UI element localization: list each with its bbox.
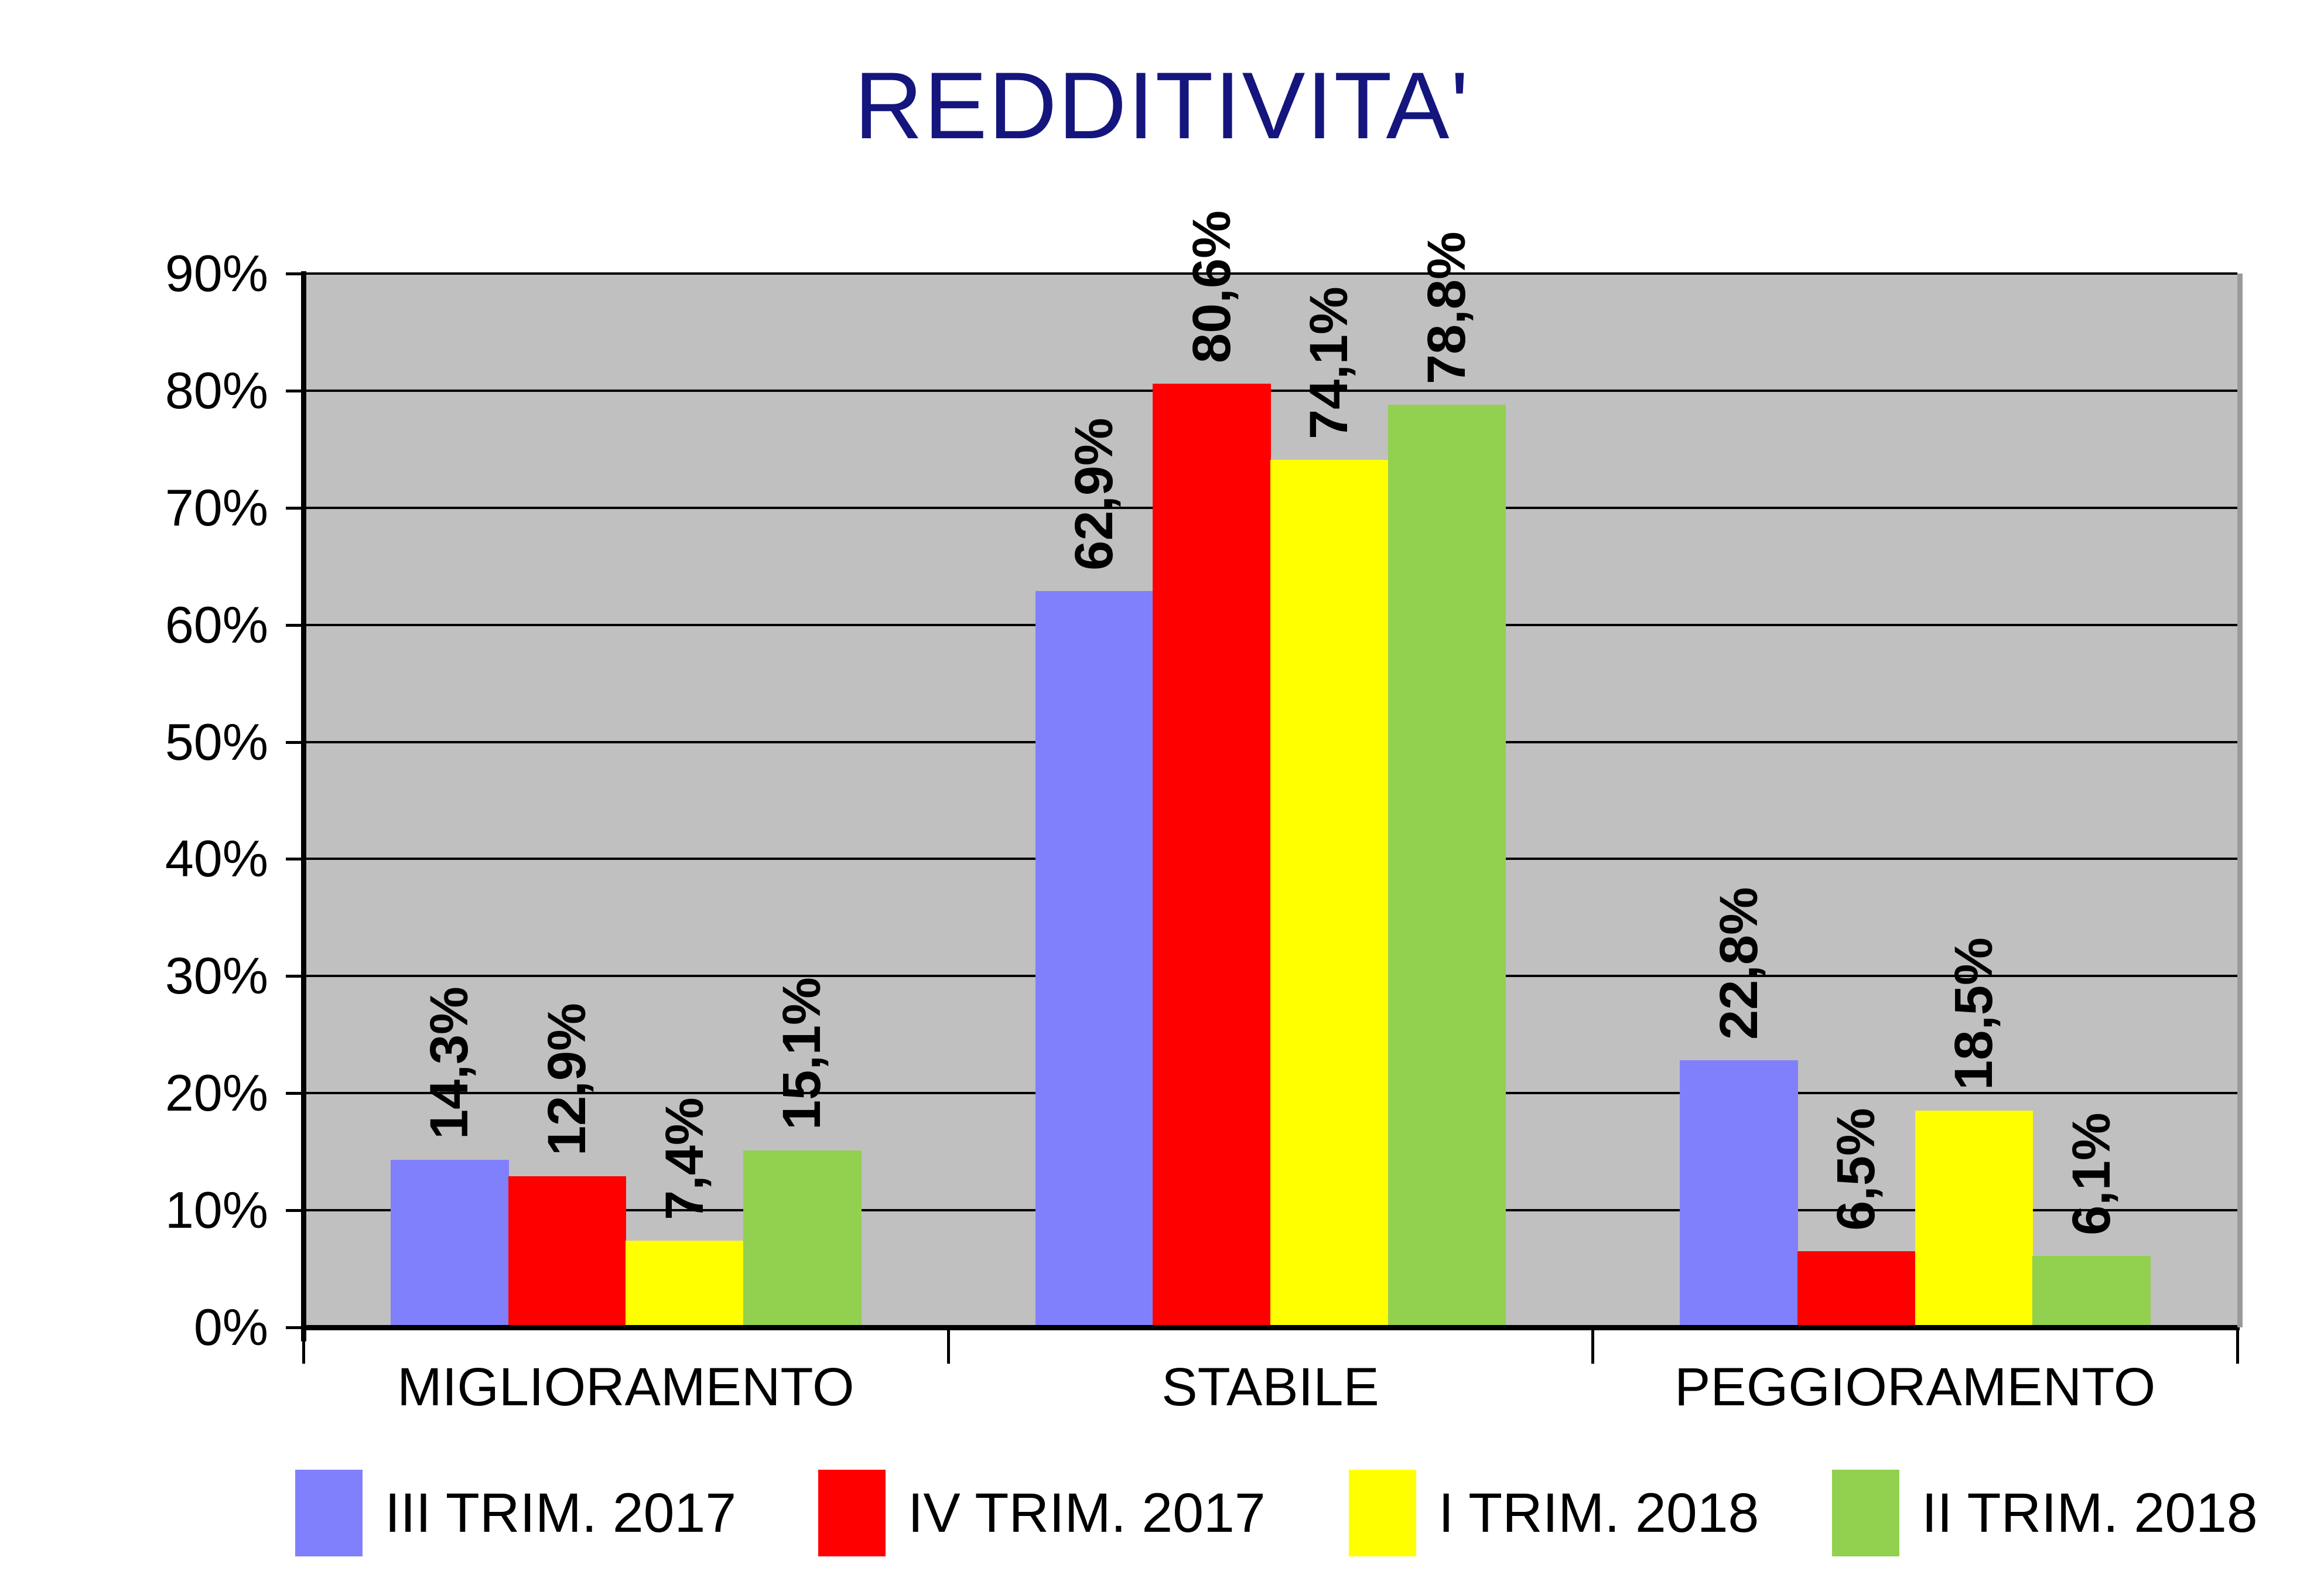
bar-value-label: 78,8% xyxy=(1417,231,1477,384)
x-axis-line xyxy=(301,1325,2240,1330)
bar-series1-miglioramento xyxy=(391,1160,509,1327)
y-axis-tick xyxy=(286,1209,303,1213)
legend-item: I TRIM. 2018 xyxy=(1349,1469,1759,1557)
category-label-peggioramento: PEGGIORAMENTO xyxy=(1674,1357,2156,1417)
bar-value-label: 15,1% xyxy=(772,977,832,1131)
chart-title: REDDITIVITA' xyxy=(854,53,1470,159)
x-axis-tick xyxy=(302,1327,305,1364)
bar-series4-stabile xyxy=(1387,404,1506,1327)
bar-value-label: 12,9% xyxy=(537,1003,597,1156)
bar-series1-stabile xyxy=(1035,590,1154,1327)
category-label-miglioramento: MIGLIORAMENTO xyxy=(397,1357,855,1417)
bar-value-label: 14,3% xyxy=(419,986,480,1140)
bar-value-label: 80,6% xyxy=(1181,210,1242,363)
y-axis-tick-label: 70% xyxy=(165,478,268,537)
y-axis-tick-label: 40% xyxy=(165,829,268,888)
bar-series3-miglioramento xyxy=(626,1241,744,1327)
bar-value-label: 6,5% xyxy=(1826,1108,1886,1231)
bar-series3-peggioramento xyxy=(1915,1111,2034,1327)
y-axis-tick xyxy=(286,740,303,744)
bar-series2-peggioramento xyxy=(1797,1251,1916,1327)
y-axis-tick-label: 20% xyxy=(165,1064,268,1122)
y-axis-tick xyxy=(286,506,303,510)
y-axis-tick-label: 50% xyxy=(165,712,268,771)
y-axis-tick-label: 30% xyxy=(165,947,268,1005)
y-axis-tick-label: 10% xyxy=(165,1181,268,1239)
bar-series2-miglioramento xyxy=(508,1176,627,1327)
bar-value-label: 62,9% xyxy=(1064,417,1124,571)
y-axis-tick-label: 0% xyxy=(193,1298,268,1356)
bar-series1-peggioramento xyxy=(1680,1060,1798,1327)
bar-series2-stabile xyxy=(1153,383,1271,1327)
bar-value-label: 7,4% xyxy=(654,1097,715,1221)
legend-label-series1: III TRIM. 2017 xyxy=(385,1481,737,1544)
category-label-stabile: STABILE xyxy=(1161,1357,1379,1417)
bar-value-label: 22,8% xyxy=(1708,887,1769,1040)
bar-series4-peggioramento xyxy=(2032,1256,2151,1327)
y-axis-tick-label: 80% xyxy=(165,361,268,419)
bar-value-label: 18,5% xyxy=(1944,937,2004,1091)
legend-swatch-series2 xyxy=(818,1470,886,1556)
y-axis-tick-label: 90% xyxy=(165,244,268,302)
y-axis-tick-label: 60% xyxy=(165,595,268,654)
x-axis-tick xyxy=(2236,1327,2239,1364)
legend-item: III TRIM. 2017 xyxy=(295,1469,736,1557)
bar-series3-stabile xyxy=(1270,459,1389,1327)
y-axis-tick xyxy=(286,623,303,627)
legend-label-series2: IV TRIM. 2017 xyxy=(908,1481,1266,1544)
x-axis-tick xyxy=(1591,1327,1595,1364)
y-axis-tick xyxy=(286,1092,303,1095)
legend-swatch-series3 xyxy=(1349,1470,1416,1556)
y-axis-tick xyxy=(286,1326,303,1329)
y-axis-line xyxy=(301,271,306,1341)
legend-label-series4: II TRIM. 2018 xyxy=(1922,1481,2258,1544)
y-axis-tick xyxy=(286,272,303,275)
legend-item: II TRIM. 2018 xyxy=(1832,1469,2258,1557)
legend-item: IV TRIM. 2017 xyxy=(818,1469,1266,1557)
bar-value-label: 6,1% xyxy=(2061,1112,2121,1236)
bar-series4-miglioramento xyxy=(743,1150,862,1327)
y-axis-tick xyxy=(286,975,303,978)
gridline-90 xyxy=(303,272,2237,275)
plot-right-border xyxy=(2237,274,2243,1327)
x-axis-tick xyxy=(946,1327,950,1364)
legend-swatch-series1 xyxy=(295,1470,363,1556)
legend-swatch-series4 xyxy=(1832,1470,1899,1556)
y-axis-tick xyxy=(286,389,303,392)
legend-label-series3: I TRIM. 2018 xyxy=(1438,1481,1759,1544)
bar-value-label: 74,1% xyxy=(1299,286,1359,439)
y-axis-tick xyxy=(286,858,303,861)
